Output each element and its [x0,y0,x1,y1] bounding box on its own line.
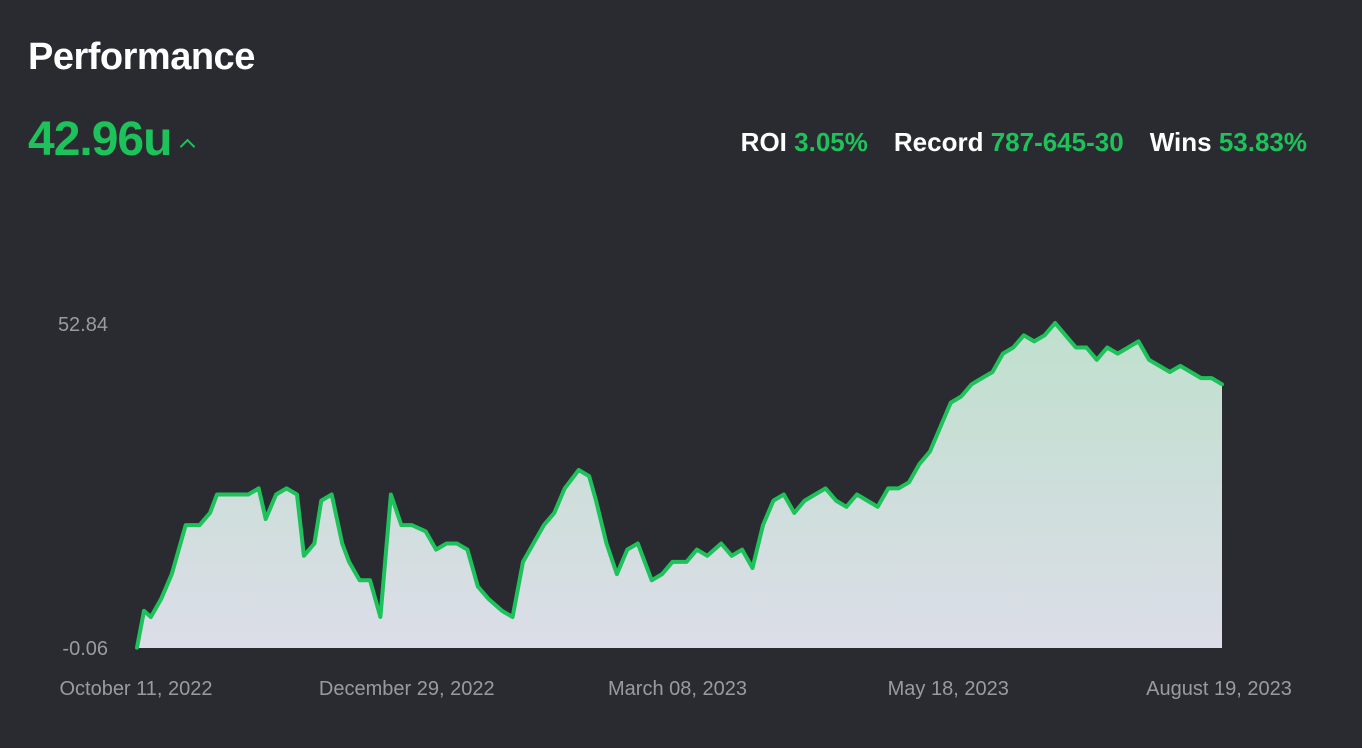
stat-record-value: 787-645-30 [990,127,1124,157]
x-tick-label: August 19, 2023 [1146,678,1292,700]
stat-record-label: Record [893,127,984,157]
series-line [135,321,1224,650]
y-tick-label: -0.06 [62,638,108,660]
x-tick-label: December 29, 2022 [319,678,495,700]
stat-wins-value: 53.83% [1218,127,1307,157]
total-units-value: 42.96u [28,113,172,166]
y-tick-label: 52.84 [58,314,108,336]
stat-roi: ROI 3.05% [741,127,868,158]
stat-record: Record 787-645-30 [894,127,1124,158]
total-units: 42.96u [28,112,196,167]
stat-wins-label: Wins [1149,127,1212,157]
stat-roi-label: ROI [740,127,787,157]
x-tick-label: May 18, 2023 [888,678,1009,700]
series-area [137,323,1222,648]
x-tick-label: March 08, 2023 [608,678,747,700]
stat-roi-value: 3.05% [794,127,868,157]
stat-wins: Wins 53.83% [1150,127,1307,158]
x-tick-label: October 11, 2022 [59,678,212,700]
page-title: Performance [28,36,255,78]
stats-summary: ROI 3.05% Record 787-645-30 Wins 53.83% [715,127,1307,158]
